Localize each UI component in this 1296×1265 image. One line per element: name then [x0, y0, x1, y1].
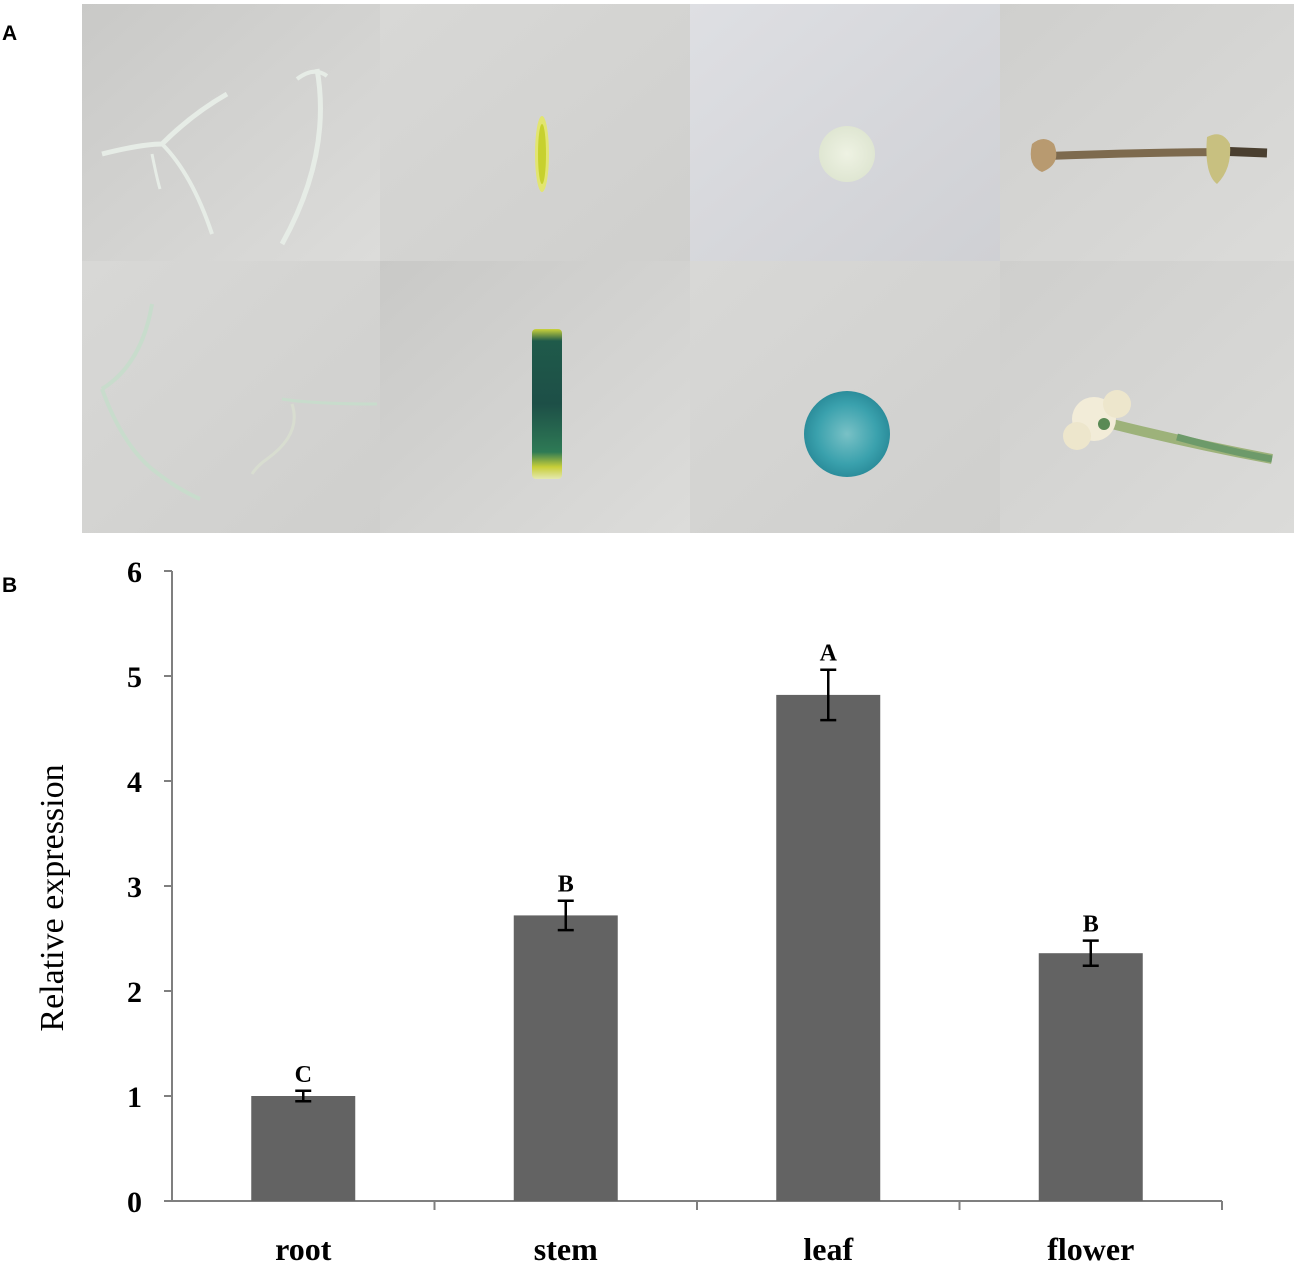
category-label-root: root — [275, 1231, 332, 1265]
significance-label-root: C — [295, 1062, 312, 1088]
bar-leaf — [776, 694, 881, 1201]
panel-label-b: B — [2, 574, 18, 597]
y-tick-label: 3 — [127, 871, 142, 904]
y-axis: 0 1 2 3 4 5 6 — [127, 556, 173, 1219]
photo-leaf-stained — [690, 261, 1000, 533]
photo-leaf-control — [690, 4, 1000, 261]
y-tick-label: 0 — [127, 1186, 142, 1219]
staining-photo-grid — [82, 4, 1294, 533]
significance-label-stem: B — [558, 872, 574, 898]
significance-label-flower: B — [1083, 912, 1099, 938]
bars-group — [251, 694, 1143, 1201]
photo-flower-control — [1000, 4, 1294, 261]
category-label-leaf: leaf — [803, 1231, 853, 1265]
x-axis — [172, 1200, 1223, 1210]
bar-root — [251, 1096, 356, 1201]
photo-stem-stained — [380, 261, 690, 533]
photo-root-control — [82, 4, 380, 261]
y-tick-label: 6 — [127, 556, 142, 589]
y-tick-label: 2 — [127, 976, 142, 1009]
error-bar-flower — [1082, 939, 1099, 968]
panel-label-a: A — [2, 22, 18, 45]
category-label-stem: stem — [534, 1231, 598, 1265]
category-label-flower: flower — [1047, 1231, 1134, 1265]
photo-stem-control — [380, 4, 690, 261]
error-bar-stem — [557, 899, 574, 932]
significance-labels: C B A B — [295, 641, 1099, 1088]
photo-root-stained — [82, 261, 380, 533]
error-bar-leaf — [820, 668, 837, 722]
category-labels: root stem leaf flower — [275, 1231, 1134, 1265]
error-bars-group — [295, 668, 1099, 1103]
photo-flower-stained — [1000, 261, 1294, 533]
error-bar-root — [295, 1089, 312, 1103]
relative-expression-chart: 0 1 2 3 4 5 6 C B A B root stem leaf flower Relative… — [34, 556, 1223, 1265]
y-tick-label: 5 — [127, 661, 142, 694]
bar-flower — [1038, 953, 1143, 1201]
bar-stem — [513, 915, 618, 1201]
y-tick-label: 4 — [127, 766, 142, 799]
significance-label-leaf: A — [820, 641, 838, 667]
y-tick-label: 1 — [127, 1081, 142, 1114]
y-axis-label: Relative expression — [34, 764, 71, 1031]
